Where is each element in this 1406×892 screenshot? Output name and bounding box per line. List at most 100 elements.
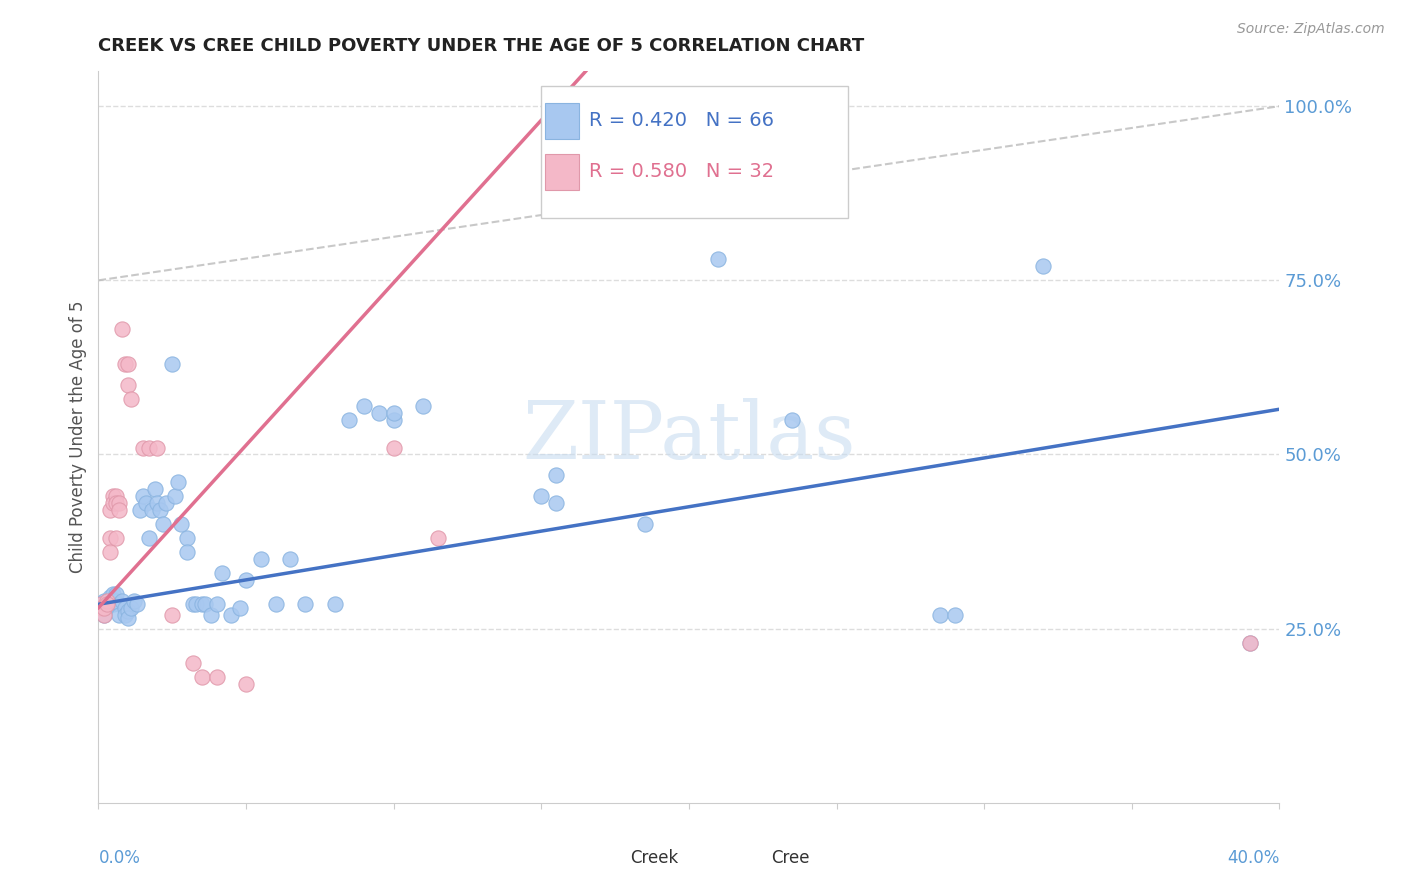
Point — [141, 503, 163, 517]
Point — [294, 597, 316, 611]
Point — [105, 489, 128, 503]
Point — [125, 597, 148, 611]
Point — [191, 597, 214, 611]
FancyBboxPatch shape — [735, 844, 763, 871]
Point — [120, 600, 142, 615]
Point — [93, 607, 115, 622]
Point — [105, 594, 128, 608]
Text: Source: ZipAtlas.com: Source: ZipAtlas.com — [1237, 22, 1385, 37]
Text: R = 0.420   N = 66: R = 0.420 N = 66 — [589, 111, 773, 130]
Point — [382, 441, 405, 455]
Point — [155, 496, 177, 510]
Text: 0.0%: 0.0% — [98, 848, 141, 867]
Point — [368, 406, 391, 420]
Point — [162, 357, 183, 371]
Point — [103, 597, 125, 611]
Text: Creek: Creek — [630, 848, 678, 867]
Point — [108, 597, 131, 611]
Point — [382, 412, 405, 426]
Point — [117, 604, 139, 618]
Point — [200, 607, 222, 622]
Point — [176, 531, 198, 545]
Point — [108, 496, 131, 510]
Point — [181, 597, 204, 611]
Point — [146, 496, 169, 510]
Point — [323, 597, 346, 611]
Point — [114, 600, 136, 615]
Point — [111, 594, 134, 608]
Point — [229, 600, 252, 615]
Point — [117, 357, 139, 371]
Point — [132, 441, 155, 455]
Point — [93, 607, 115, 622]
Point — [105, 496, 128, 510]
Point — [117, 611, 139, 625]
Point — [339, 412, 361, 426]
Point — [412, 399, 434, 413]
Point — [427, 531, 450, 545]
Point — [235, 677, 257, 691]
Point — [170, 517, 193, 532]
Point — [135, 496, 157, 510]
Point — [108, 607, 131, 622]
Point — [111, 322, 134, 336]
Point — [205, 670, 228, 684]
Point — [194, 597, 217, 611]
Point — [782, 412, 804, 426]
Point — [93, 600, 115, 615]
Point — [929, 607, 952, 622]
Point — [280, 552, 302, 566]
Point — [149, 503, 172, 517]
Text: R = 0.580   N = 32: R = 0.580 N = 32 — [589, 162, 773, 181]
Point — [128, 503, 150, 517]
Point — [90, 597, 112, 611]
Point — [98, 531, 121, 545]
Text: CREEK VS CREE CHILD POVERTY UNDER THE AGE OF 5 CORRELATION CHART: CREEK VS CREE CHILD POVERTY UNDER THE AG… — [98, 37, 865, 54]
Point — [132, 489, 155, 503]
Point — [382, 406, 405, 420]
Point — [264, 597, 287, 611]
Point — [93, 594, 115, 608]
Point — [98, 503, 121, 517]
Point — [98, 591, 121, 605]
FancyBboxPatch shape — [593, 844, 621, 871]
Point — [96, 597, 118, 611]
Point — [105, 531, 128, 545]
Point — [1239, 635, 1261, 649]
Point — [221, 607, 243, 622]
Point — [181, 657, 204, 671]
Point — [162, 607, 183, 622]
Point — [114, 357, 136, 371]
Point — [176, 545, 198, 559]
Point — [152, 517, 174, 532]
Point — [122, 594, 145, 608]
Point — [143, 483, 166, 497]
Point — [546, 496, 568, 510]
Point — [96, 594, 118, 608]
Point — [108, 503, 131, 517]
Text: Cree: Cree — [772, 848, 810, 867]
FancyBboxPatch shape — [541, 86, 848, 218]
Point — [117, 377, 139, 392]
Point — [191, 670, 214, 684]
Point — [90, 597, 112, 611]
Point — [114, 607, 136, 622]
Point — [1032, 260, 1054, 274]
Point — [1239, 635, 1261, 649]
Point — [167, 475, 190, 490]
Point — [103, 496, 125, 510]
Point — [184, 597, 207, 611]
Text: 40.0%: 40.0% — [1227, 848, 1279, 867]
Point — [250, 552, 273, 566]
Point — [707, 252, 730, 267]
Point — [98, 545, 121, 559]
FancyBboxPatch shape — [546, 103, 579, 138]
Point — [634, 517, 657, 532]
Point — [90, 600, 112, 615]
Point — [103, 489, 125, 503]
Text: ZIPatlas: ZIPatlas — [522, 398, 856, 476]
Point — [353, 399, 375, 413]
Point — [235, 573, 257, 587]
Point — [105, 587, 128, 601]
Point — [120, 392, 142, 406]
